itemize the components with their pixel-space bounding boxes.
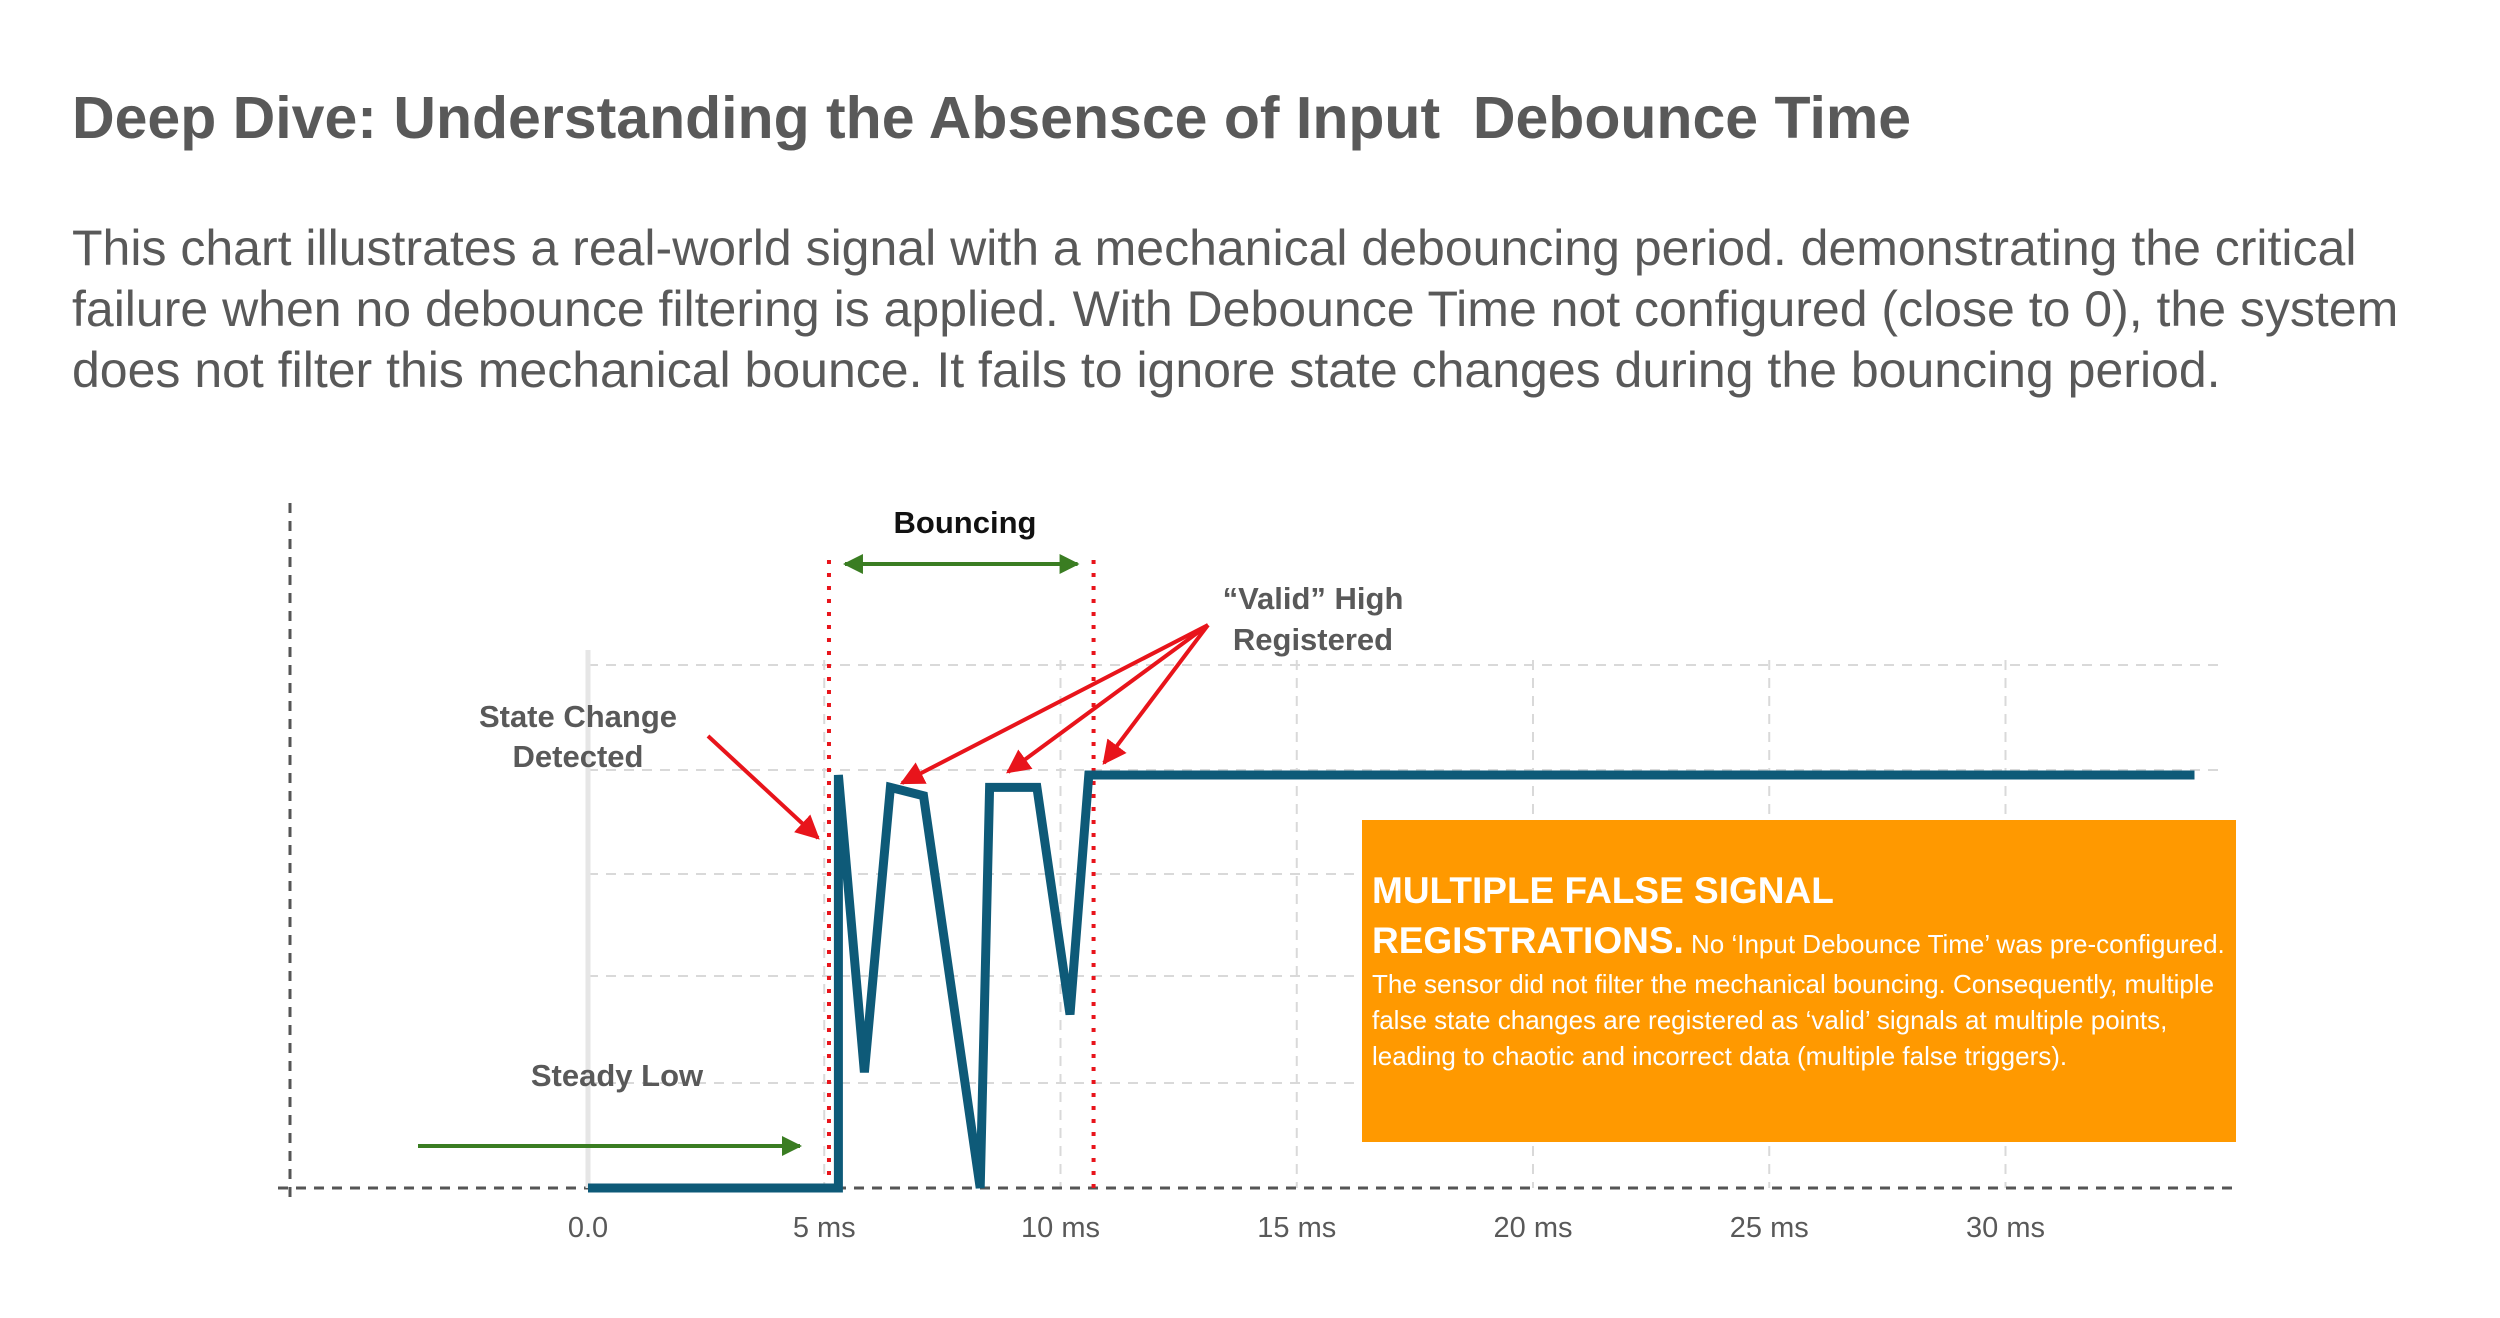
x-tick-label: 0.0 bbox=[568, 1212, 608, 1244]
x-tick-label: 30 ms bbox=[1966, 1212, 2045, 1244]
x-tick-label: 20 ms bbox=[1494, 1212, 1573, 1244]
x-tick-labels: 0.0 5 ms 10 ms 15 ms 20 ms 25 ms 30 ms bbox=[568, 1212, 2045, 1244]
callout-heading-line2: REGISTRATIONS. bbox=[1372, 920, 1684, 961]
steady-low-label: Steady Low bbox=[531, 1058, 704, 1093]
false-signal-callout: MULTIPLE FALSE SIGNAL REGISTRATIONS. No … bbox=[1362, 820, 2236, 1142]
intro-paragraph: This chart illustrates a real-world sign… bbox=[72, 220, 2399, 398]
state-change-label-line2: Detected bbox=[513, 739, 644, 774]
valid-high-arrow-1 bbox=[899, 623, 1209, 785]
valid-high-arrow-2 bbox=[1006, 623, 1210, 774]
bouncing-markers bbox=[826, 554, 1096, 1188]
x-tick-label: 25 ms bbox=[1730, 1212, 1809, 1244]
signal-line bbox=[588, 770, 2195, 1193]
bouncing-label: Bouncing bbox=[894, 505, 1037, 540]
page-title: Deep Dive: Understanding the Absensce of… bbox=[72, 85, 1912, 151]
annotations: Bouncing “Valid” High Registered State C… bbox=[418, 505, 1404, 1156]
valid-high-arrow-3 bbox=[1102, 623, 1210, 765]
x-tick-label: 10 ms bbox=[1021, 1212, 1100, 1244]
x-tick-label: 15 ms bbox=[1257, 1212, 1336, 1244]
valid-high-label-line1: “Valid” High bbox=[1223, 581, 1404, 616]
signal-series bbox=[588, 770, 2195, 1193]
callout-heading-line1: MULTIPLE FALSE SIGNAL bbox=[1372, 870, 1834, 911]
x-tick-label: 5 ms bbox=[793, 1212, 856, 1244]
state-change-arrow bbox=[706, 734, 820, 840]
callout-body: No ‘Input Debounce Time’ was pre-configu… bbox=[1372, 929, 2225, 1071]
valid-high-label-line2: Registered bbox=[1233, 622, 1393, 657]
state-change-label-line1: State Change bbox=[479, 699, 677, 734]
